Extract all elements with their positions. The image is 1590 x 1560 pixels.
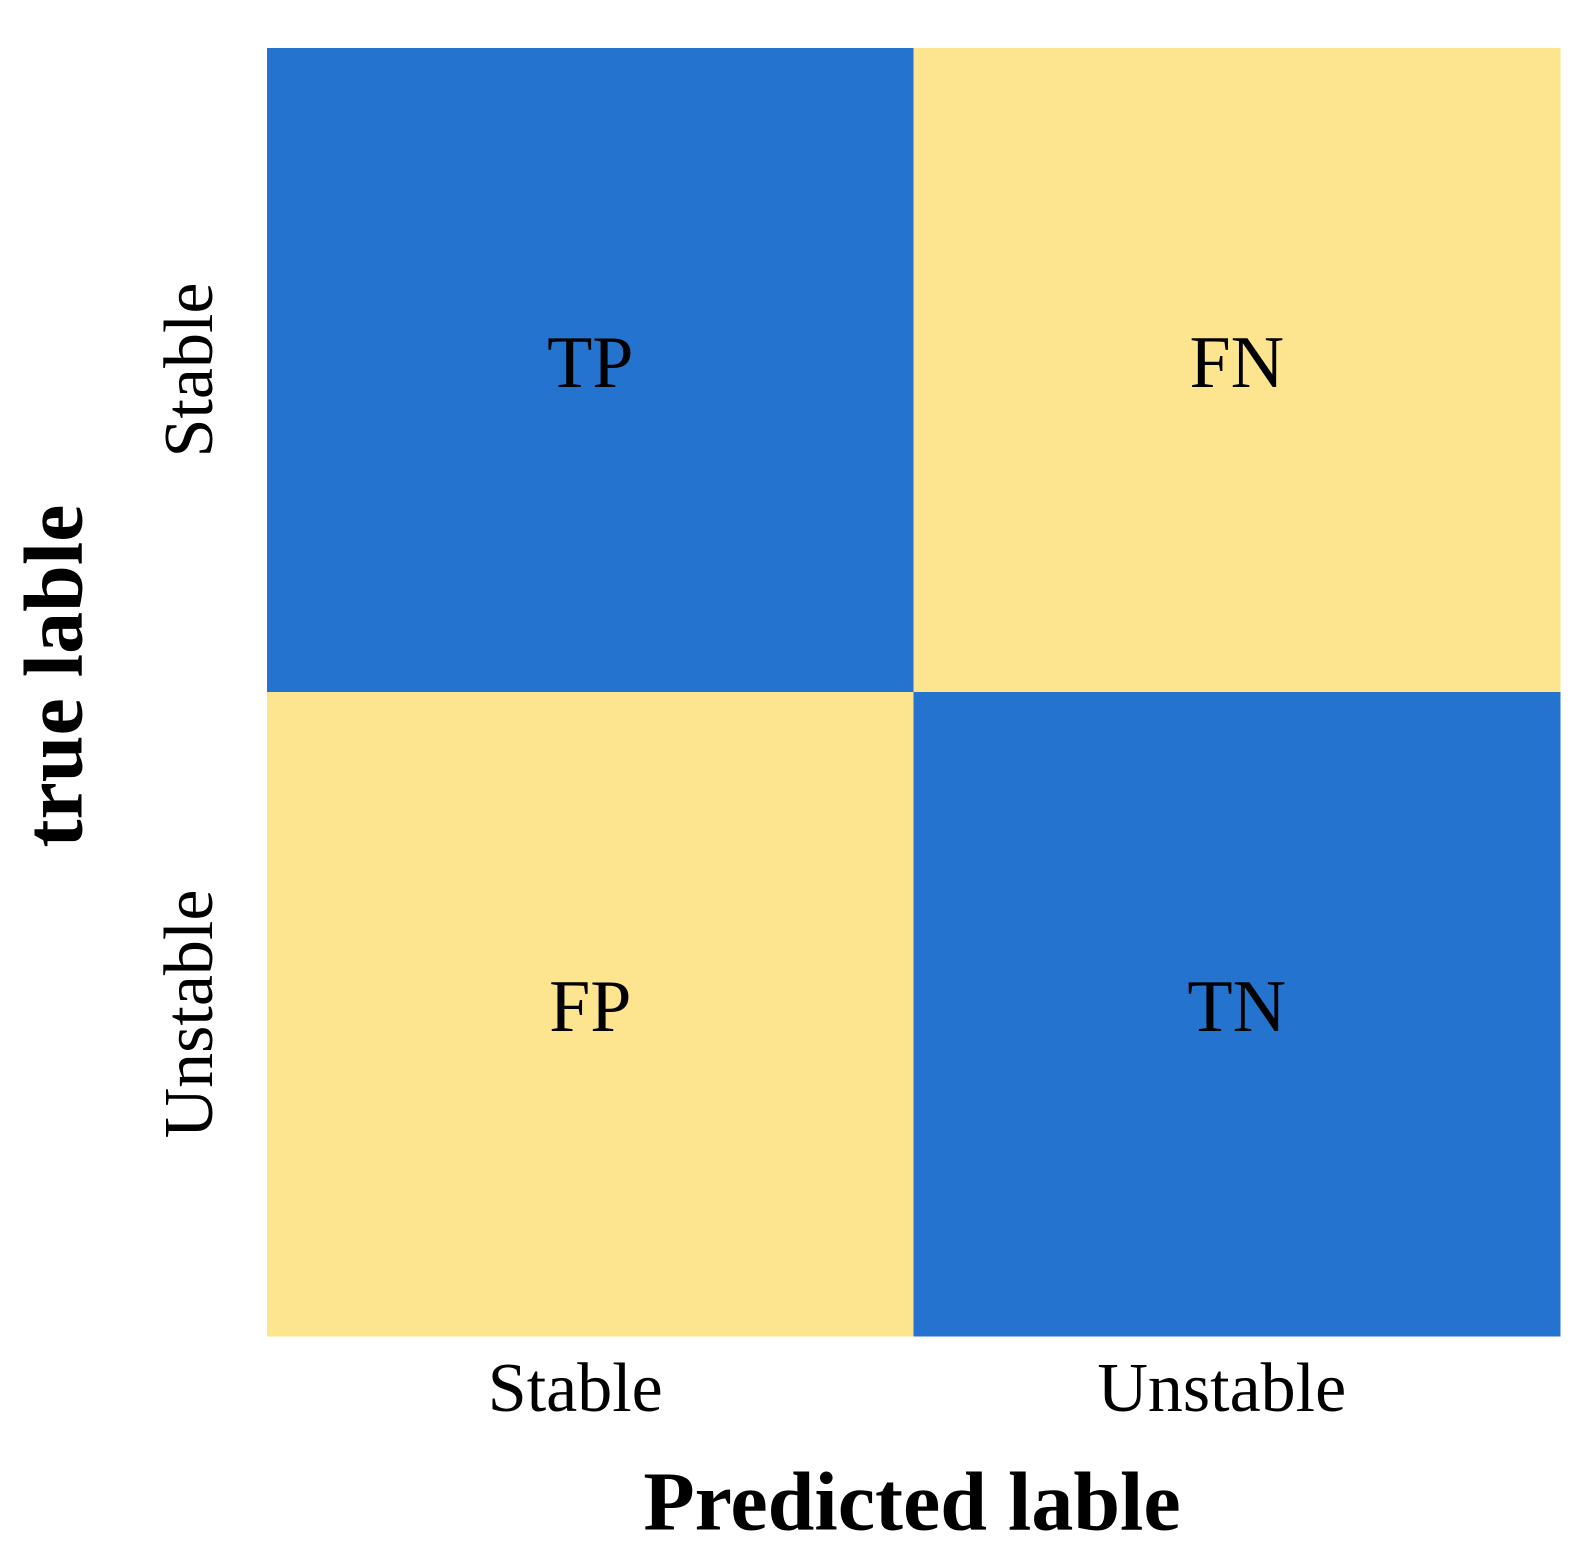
matrix-cell [913,48,1561,693]
y-tick-label: Unstable [151,890,228,1139]
matrix-cell [267,48,914,693]
cell-label: FN [1189,322,1284,404]
cell-label: TP [547,322,633,404]
x-tick-label: Stable [488,1350,663,1427]
matrix-cell [913,692,1561,1337]
x-axis-title: Predicted lable [643,1455,1180,1548]
matrix-cell [267,692,914,1337]
y-axis-title: true lable [7,505,100,848]
cell-label: FP [549,966,631,1048]
cell-label: TN [1187,966,1286,1048]
y-tick-label: Stable [151,283,228,458]
x-tick-label: Unstable [1097,1350,1346,1427]
